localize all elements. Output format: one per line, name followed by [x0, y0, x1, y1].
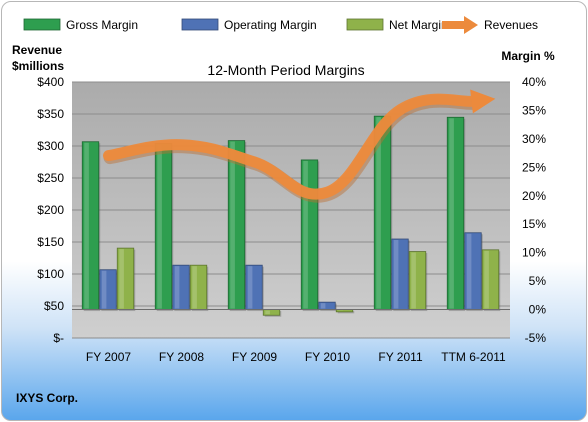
legend-swatch-arrow	[464, 16, 478, 34]
left-tick-label: $400	[37, 75, 64, 89]
bar-highlight	[265, 310, 270, 315]
left-tick-label: $50	[44, 299, 64, 313]
legend-label: Operating Margin	[224, 18, 317, 32]
right-tick-label: 35%	[522, 103, 546, 117]
x-tick-label: FY 2007	[86, 350, 131, 364]
bar-highlight	[101, 270, 107, 309]
right-tick-label: 20%	[522, 189, 546, 203]
legend-label: Gross Margin	[66, 18, 138, 32]
x-tick-label: FY 2010	[305, 350, 350, 364]
left-axis-title-line1: Revenue	[12, 43, 62, 57]
right-tick-label: 15%	[522, 217, 546, 231]
right-axis-title: Margin %	[501, 49, 555, 63]
x-tick-label: FY 2008	[159, 350, 204, 364]
x-tick-label: TTM 6-2011	[441, 350, 506, 364]
left-axis-ticks: $- $50 $100 $150 $200 $250 $300 $350 $400	[37, 75, 64, 345]
legend-swatch-net-margin	[346, 18, 384, 31]
bar-highlight	[247, 266, 253, 309]
legend-label: Net Margin	[389, 18, 448, 32]
bar-highlight	[192, 266, 197, 309]
x-axis-ticks: FY 2007 FY 2008 FY 2009 FY 2010 FY 2011 TTM 6…	[86, 350, 506, 364]
right-tick-label: 25%	[522, 160, 546, 174]
left-tick-label: $150	[37, 235, 64, 249]
x-tick-label: FY 2011	[378, 350, 423, 364]
bar-highlight	[119, 249, 124, 309]
right-tick-label: 30%	[522, 132, 546, 146]
right-tick-label: 0%	[529, 303, 547, 317]
legend-swatch-gross-margin	[23, 18, 61, 31]
bar-highlight	[230, 141, 235, 309]
bar-highlight	[320, 303, 326, 309]
revenue-line	[103, 89, 496, 203]
bar-highlight	[174, 266, 180, 309]
left-tick-label: $100	[37, 267, 64, 281]
bar-highlight	[376, 117, 381, 309]
bar-highlight	[484, 250, 489, 309]
bar-highlight	[303, 160, 308, 309]
legend: Gross Margin Operating Margin Net Margin Re…	[23, 16, 538, 34]
right-tick-label: 5%	[529, 274, 547, 288]
revenue-line-path	[103, 93, 479, 200]
bar-highlight	[411, 252, 416, 309]
left-tick-label: $200	[37, 203, 64, 217]
left-axis-title-line2: $millions	[12, 59, 64, 73]
bars	[72, 115, 510, 317]
bar-highlight	[393, 240, 399, 309]
right-axis-ticks: -5% 0% 5% 10% 15% 20% 25% 30% 35% 40%	[522, 75, 546, 345]
left-tick-label: $-	[53, 331, 64, 345]
company-name: IXYS Corp.	[16, 391, 78, 405]
legend-swatch-operating-margin	[181, 18, 219, 31]
left-tick-label: $250	[37, 171, 64, 185]
bar-highlight	[466, 233, 472, 309]
legend-label: Revenues	[484, 18, 538, 32]
bar-highlight	[449, 118, 454, 309]
left-tick-label: $300	[37, 139, 64, 153]
right-tick-label: -5%	[525, 331, 547, 345]
right-tick-label: 10%	[522, 246, 546, 260]
x-tick-label: FY 2009	[232, 350, 277, 364]
bar-highlight	[84, 142, 89, 309]
bar-highlight	[157, 144, 162, 309]
revenue-arrowhead	[470, 89, 496, 114]
right-tick-label: 40%	[522, 75, 546, 89]
left-tick-label: $350	[37, 107, 64, 121]
chart-title: 12-Month Period Margins	[207, 62, 364, 78]
